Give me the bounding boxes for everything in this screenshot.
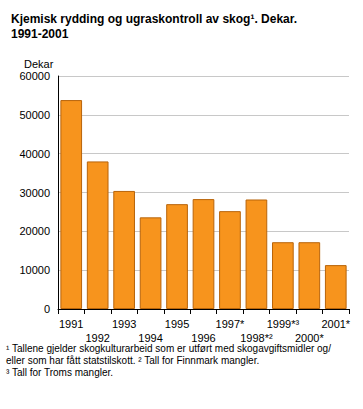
svg-text:1992: 1992: [85, 332, 109, 344]
svg-text:1995: 1995: [165, 318, 189, 330]
svg-text:1998*²: 1998*²: [240, 332, 273, 344]
svg-text:0: 0: [44, 303, 50, 315]
svg-text:1994: 1994: [138, 332, 162, 344]
svg-text:Dekar: Dekar: [24, 58, 54, 70]
svg-text:60000: 60000: [19, 70, 50, 82]
svg-text:2001*: 2001*: [321, 318, 350, 330]
svg-text:eller som har fått statstilsko: eller som har fått statstilskott. ² Tall…: [6, 355, 259, 366]
svg-text:¹ Tallene gjelder skogkulturar: ¹ Tallene gjelder skogkulturarbeid som e…: [6, 343, 331, 354]
svg-text:40000: 40000: [19, 148, 50, 160]
svg-text:1993: 1993: [112, 318, 136, 330]
svg-text:³ Tall for Troms mangler.: ³ Tall for Troms mangler.: [6, 367, 113, 378]
svg-text:20000: 20000: [19, 225, 50, 237]
svg-text:30000: 30000: [19, 187, 50, 199]
svg-text:1997*: 1997*: [216, 318, 245, 330]
svg-text:50000: 50000: [19, 109, 50, 121]
svg-text:10000: 10000: [19, 264, 50, 276]
svg-text:1996: 1996: [191, 332, 215, 344]
svg-text:1991-2001: 1991-2001: [11, 27, 69, 41]
svg-text:1991: 1991: [59, 318, 83, 330]
svg-text:2000*: 2000*: [295, 332, 324, 344]
svg-text:Kjemisk rydding og ugraskontro: Kjemisk rydding og ugraskontroll av skog…: [11, 12, 297, 26]
svg-text:1999*³: 1999*³: [267, 318, 300, 330]
